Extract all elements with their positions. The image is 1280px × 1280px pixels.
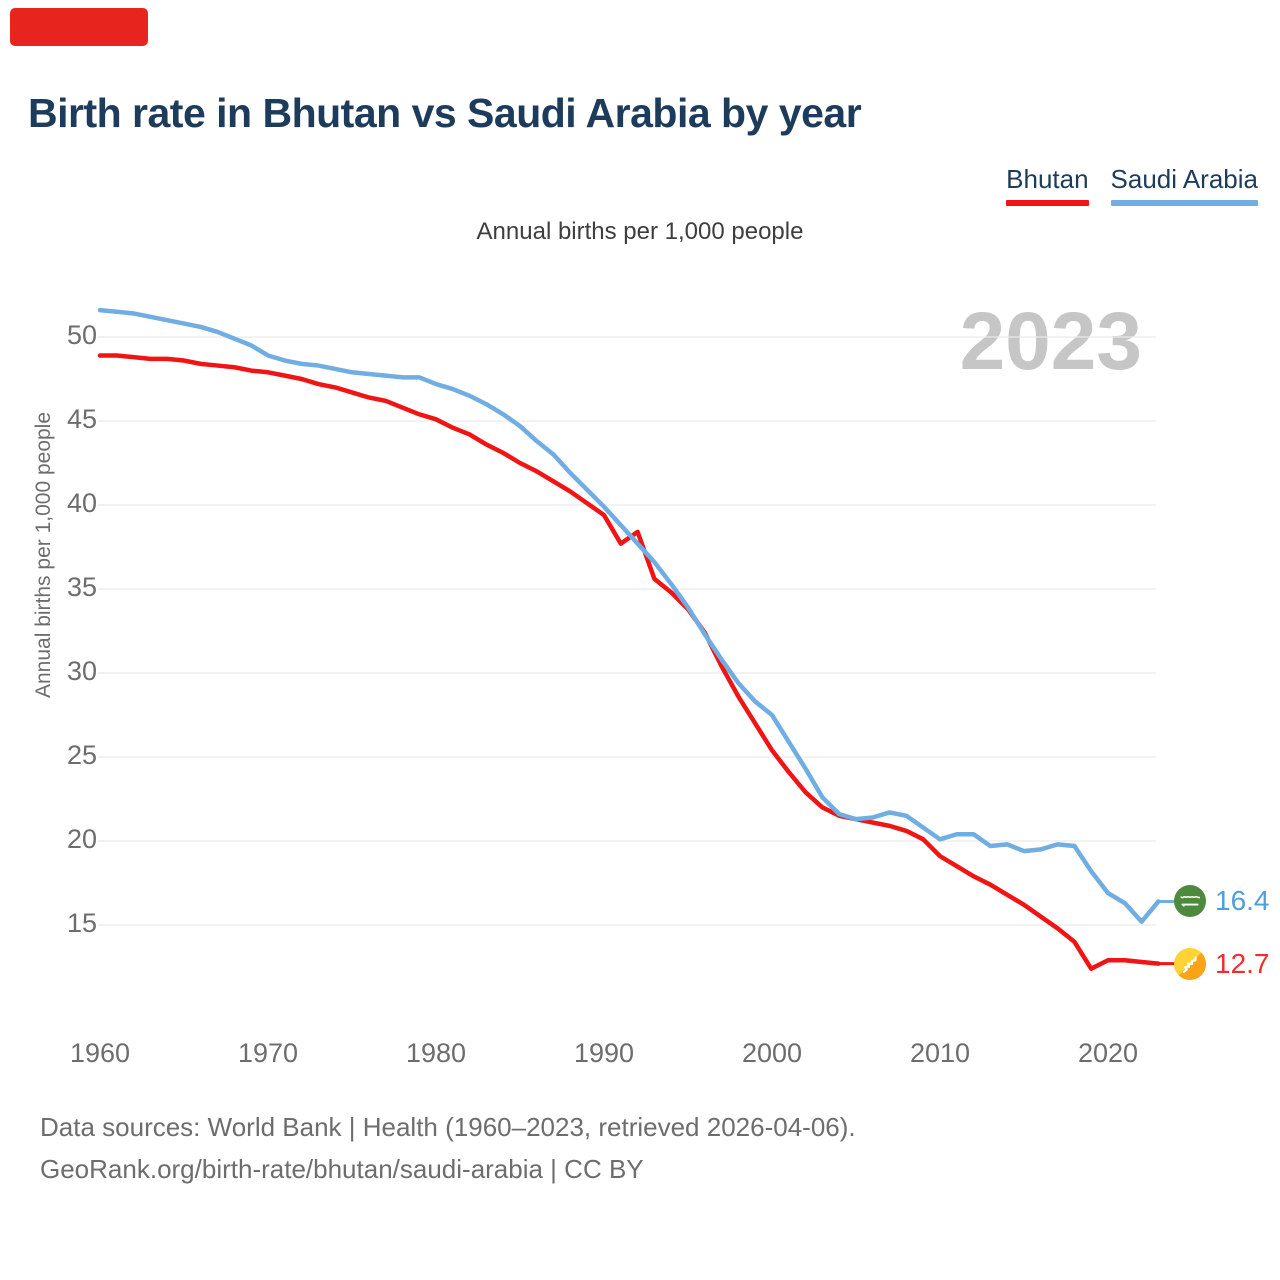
endpoint-saudi-arabia: 16.4 [1174, 885, 1270, 918]
y-tick-label: 20 [66, 824, 97, 854]
y-tick-label: 25 [66, 740, 97, 770]
footer: Data sources: World Bank | Health (1960–… [40, 1106, 856, 1190]
x-tick-label: 1980 [405, 1038, 467, 1068]
y-tick-label: 30 [66, 656, 97, 686]
legend-label-saudi-arabia: Saudi Arabia [1110, 164, 1258, 194]
legend: Bhutan Saudi Arabia [1006, 164, 1258, 206]
chart-subtitle: Annual births per 1,000 people [476, 218, 804, 245]
x-tick-label: 2010 [909, 1038, 971, 1068]
legend-label-bhutan: Bhutan [1006, 164, 1089, 194]
x-tick-label: 1990 [573, 1038, 635, 1068]
legend-color-bhutan [1006, 200, 1089, 206]
y-tick-label: 50 [66, 320, 97, 350]
legend-item-bhutan[interactable]: Bhutan [1006, 164, 1089, 206]
endpoint-value-saudi-arabia: 16.4 [1215, 885, 1270, 917]
y-tick-label: 45 [66, 404, 97, 434]
y-tick-label: 35 [66, 572, 97, 602]
x-tick-label: 2020 [1077, 1038, 1139, 1068]
y-tick-label: 40 [66, 488, 97, 518]
legend-color-saudi-arabia [1110, 200, 1258, 206]
bhutan-flag-icon [1174, 947, 1206, 980]
x-tick-label: 1970 [237, 1038, 299, 1068]
saudi-arabia-flag-icon [1174, 885, 1206, 918]
footer-license: GeoRank.org/birth-rate/bhutan/saudi-arab… [40, 1154, 644, 1184]
page-title: Birth rate in Bhutan vs Saudi Arabia by … [28, 90, 862, 136]
red-banner [10, 8, 148, 46]
y-tick-label: 15 [66, 908, 97, 938]
year-watermark: 2023 [959, 296, 1142, 387]
x-tick-label: 2000 [741, 1038, 803, 1068]
endpoint-value-bhutan: 12.7 [1215, 947, 1270, 979]
footer-sources: Data sources: World Bank | Health (1960–… [40, 1112, 856, 1142]
x-tick-label: 1960 [69, 1038, 131, 1068]
endpoint-bhutan: 12.7 [1174, 947, 1270, 980]
legend-item-saudi-arabia[interactable]: Saudi Arabia [1110, 164, 1258, 206]
